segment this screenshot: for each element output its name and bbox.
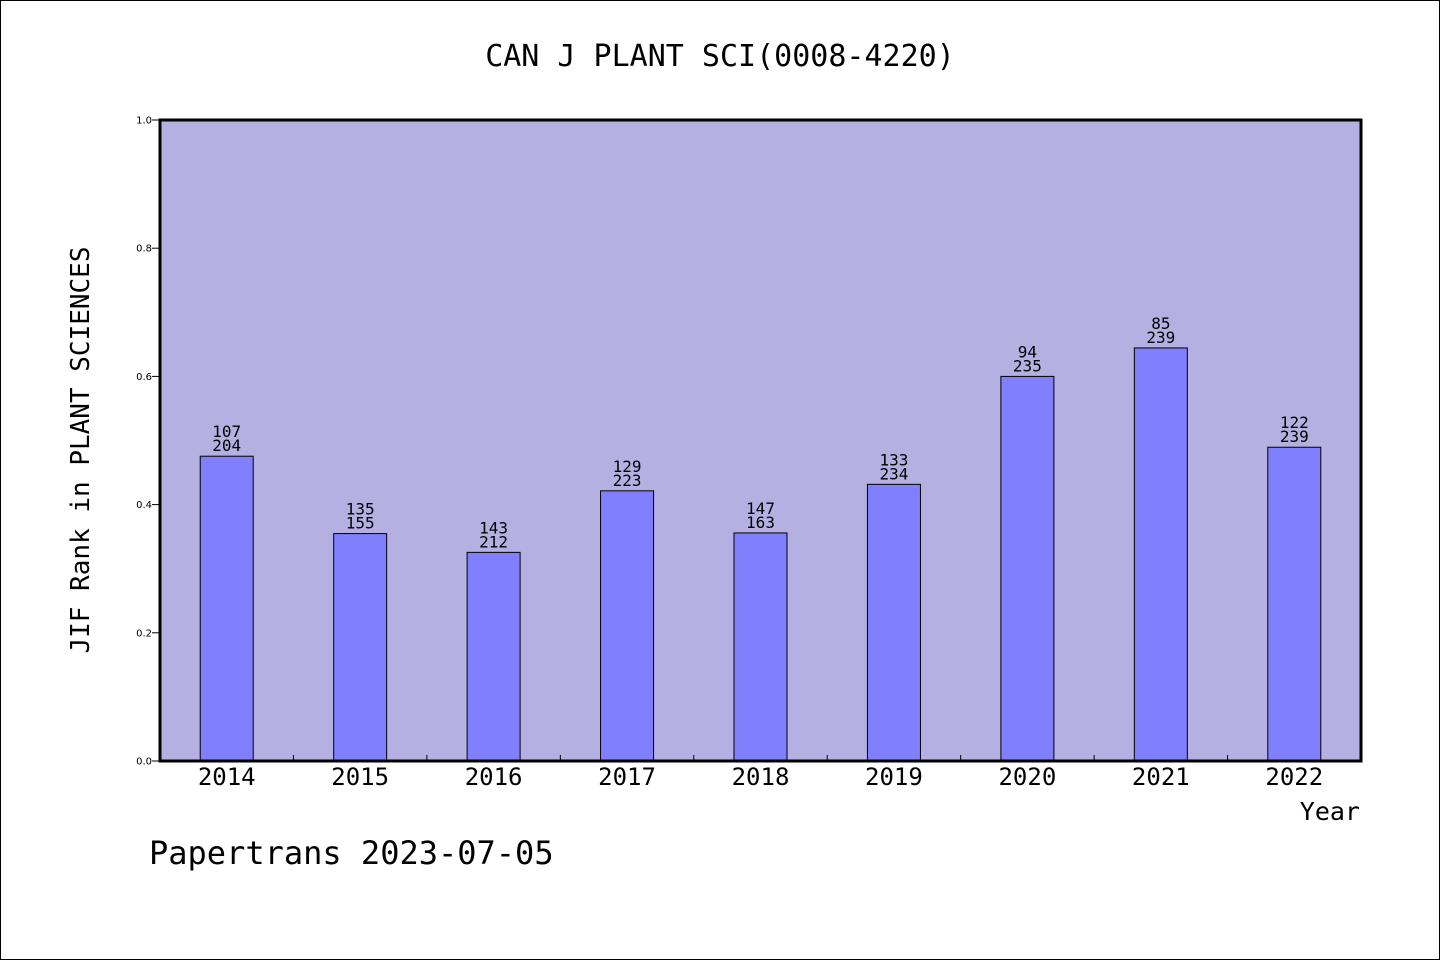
- y-axis: 0.0 0.2 0.4 0.6 0.8 1.0: [136, 116, 160, 768]
- total-label: 239: [1146, 328, 1175, 347]
- x-axis: 2014 2015 2016 2017 2018 2019 2020 2021 2022: [198, 755, 1323, 791]
- plot-border: [158, 118, 1363, 763]
- y-axis-label: JIF Rank in PLANT SCIENCES: [66, 247, 96, 654]
- bar-2022: [1267, 446, 1322, 762]
- total-label: 223: [613, 471, 642, 490]
- total-label: 204: [212, 436, 241, 455]
- rank-label: 107: [212, 422, 241, 441]
- total-label: 239: [1280, 427, 1309, 446]
- rank-label: 143: [479, 518, 508, 537]
- x-tick-label: 2018: [732, 763, 790, 791]
- total-label: 212: [479, 532, 508, 551]
- x-tick-label: 2021: [1132, 763, 1190, 791]
- bar-2015: [333, 533, 388, 762]
- total-label: 163: [746, 513, 775, 532]
- bar-2021: [1133, 347, 1188, 762]
- bar-2016: [466, 551, 521, 762]
- footer-credit: Papertrans 2023-07-05: [149, 834, 554, 872]
- total-label: 155: [346, 514, 375, 533]
- rank-label: 135: [346, 500, 375, 519]
- x-tick-label: 2022: [1265, 763, 1323, 791]
- x-tick-label: 2017: [598, 763, 656, 791]
- rank-label: 133: [879, 450, 908, 469]
- x-tick-label: 2020: [998, 763, 1056, 791]
- rank-label: 122: [1280, 413, 1309, 432]
- total-label: 234: [879, 464, 908, 483]
- bar-2018: [733, 532, 788, 762]
- y-tick-label: 1.0: [136, 116, 152, 127]
- bar-2017: [600, 490, 655, 762]
- bar-2019: [866, 483, 921, 762]
- y-tick-label: 0.0: [136, 757, 152, 768]
- y-tick-label: 0.8: [136, 244, 152, 255]
- rank-label: 85: [1151, 314, 1170, 333]
- y-tick-label: 0.2: [136, 628, 152, 639]
- bar-2020: [1000, 375, 1055, 762]
- x-tick-label: 2014: [198, 763, 256, 791]
- y-tick-label: 0.6: [136, 372, 152, 383]
- rank-label: 94: [1018, 342, 1037, 361]
- rank-label: 129: [613, 457, 642, 476]
- x-tick-label: 2019: [865, 763, 923, 791]
- chart-title: CAN J PLANT SCI(0008-4220): [485, 39, 955, 74]
- y-tick-label: 0.4: [136, 500, 152, 511]
- x-tick-label: 2015: [331, 763, 389, 791]
- x-tick-label: 2016: [465, 763, 523, 791]
- bar-2014: [199, 455, 254, 762]
- x-axis-label: Year: [1300, 797, 1360, 826]
- total-label: 235: [1013, 356, 1042, 375]
- rank-label: 147: [746, 499, 775, 518]
